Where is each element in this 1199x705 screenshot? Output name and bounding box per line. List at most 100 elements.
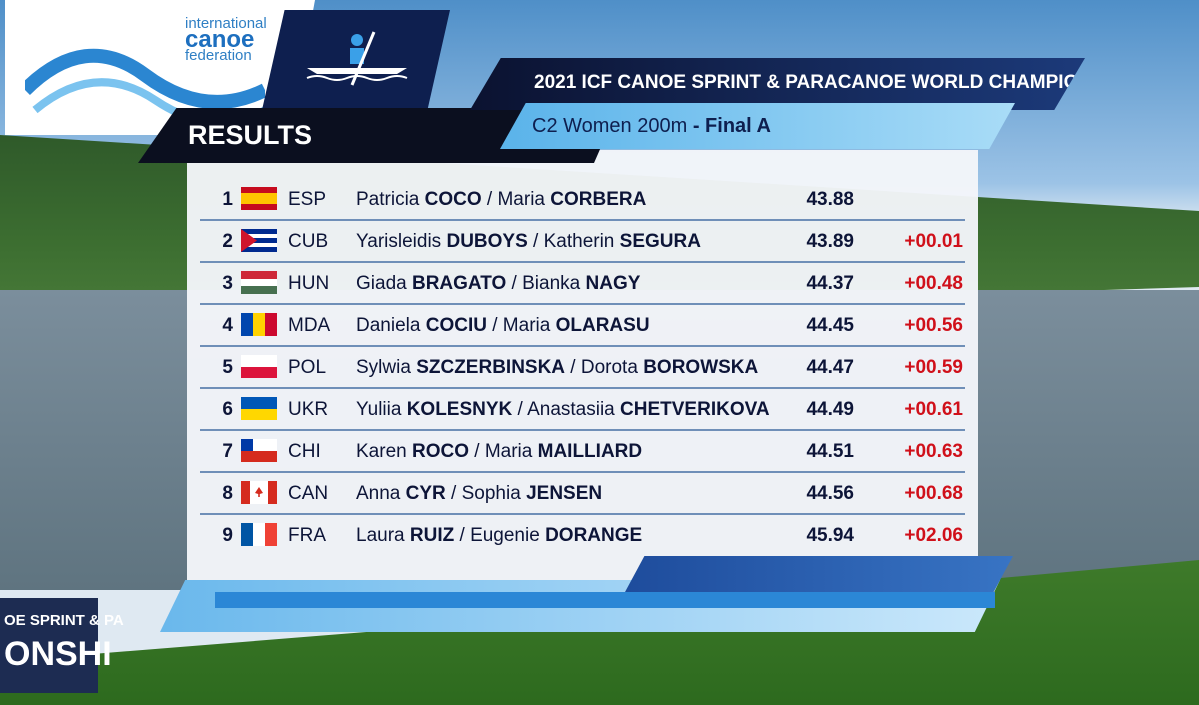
flag <box>241 355 277 378</box>
logo-text: federation <box>185 47 252 64</box>
time: 43.88 <box>806 189 854 210</box>
flag-stripe <box>241 313 253 336</box>
athlete: Anna CYR <box>356 483 462 504</box>
time: 44.49 <box>806 399 854 420</box>
decor-stripe <box>215 592 995 608</box>
time: 44.45 <box>806 315 854 336</box>
athlete: Dorota BOROWSKA <box>581 357 758 378</box>
flag-stripe <box>241 271 277 279</box>
gap: +00.01 <box>904 231 963 252</box>
athlete: Yuliia KOLESNYK <box>356 399 527 420</box>
nation-code: FRA <box>288 525 326 546</box>
athlete: Maria CORBERA <box>497 189 646 210</box>
race-name: C2 Women 200m <box>532 115 688 137</box>
flag-stripe <box>241 439 277 451</box>
row-separator <box>200 261 965 263</box>
first-name: Maria <box>502 315 551 336</box>
athlete: Bianka NAGY <box>522 273 640 294</box>
flag-stripe <box>253 313 265 336</box>
first-name: Maria <box>484 441 533 462</box>
flag <box>241 313 277 336</box>
first-name: Sylwia <box>356 357 411 378</box>
race-title: C2 Women 200m - Final A <box>500 103 1015 149</box>
flag-stripe <box>241 238 277 243</box>
flag <box>241 397 277 420</box>
time: 44.56 <box>806 483 854 504</box>
rank: 9 <box>222 525 233 546</box>
flag <box>241 523 277 546</box>
time: 44.47 <box>806 357 854 378</box>
crew-names: Karen ROCOMaria MAILLIARD <box>356 441 642 463</box>
flag-stripe <box>241 397 277 409</box>
athlete: Anastasiia CHETVERIKOVA <box>527 399 770 420</box>
first-name: Katherin <box>543 231 615 252</box>
time: 43.89 <box>806 231 854 252</box>
athlete: Giada BRAGATO <box>356 273 522 294</box>
first-name: Karen <box>356 441 407 462</box>
last-name: DORANGE <box>545 525 643 546</box>
flag-stripe <box>241 192 277 205</box>
flag-stripe <box>241 233 277 239</box>
first-name: Anastasiia <box>527 399 615 420</box>
row-separator <box>200 387 965 389</box>
flag-stripe <box>241 355 277 367</box>
banner-text: ONSHI <box>4 635 112 673</box>
crew-names: Yuliia KOLESNYKAnastasiia CHETVERIKOVA <box>356 399 770 421</box>
athlete: Maria MAILLIARD <box>485 441 642 462</box>
nation-code: MDA <box>288 315 331 336</box>
flag-stripe <box>268 481 277 504</box>
last-name: BOROWSKA <box>643 357 759 378</box>
decor-stripe <box>625 556 1013 592</box>
flag-stripe <box>241 481 250 504</box>
gap: +00.63 <box>904 441 963 462</box>
athlete: Maria OLARASU <box>503 315 650 336</box>
athlete: Karen ROCO <box>356 441 485 462</box>
crew-names: Sylwia SZCZERBINSKADorota BOROWSKA <box>356 357 758 379</box>
flag-stripe <box>265 523 277 546</box>
first-name: Giada <box>356 273 407 294</box>
rank: 8 <box>222 483 233 504</box>
canoe-icon-panel <box>262 10 450 110</box>
last-name: NAGY <box>585 273 641 294</box>
nation-code: UKR <box>288 399 329 420</box>
rank: 2 <box>222 231 233 252</box>
flag <box>241 187 277 210</box>
last-name: CYR <box>405 483 446 504</box>
flag-leaf <box>255 487 263 497</box>
gap: +00.48 <box>904 273 963 294</box>
athlete: Yarisleidis DUBOYS <box>356 231 544 252</box>
nation-code: ESP <box>288 189 327 210</box>
first-name: Anna <box>356 483 401 504</box>
athlete: Daniela COCIU <box>356 315 503 336</box>
flag-stripe <box>241 242 277 248</box>
nation-code: CHI <box>288 441 321 462</box>
last-name: CORBERA <box>550 189 647 210</box>
gap: +00.68 <box>904 483 963 504</box>
row-separator <box>200 219 965 221</box>
flag-stripe <box>241 204 277 210</box>
last-name: COCO <box>424 189 482 210</box>
logo-text: international <box>185 15 267 32</box>
crew-names: Daniela COCIUMaria OLARASU <box>356 315 650 337</box>
athlete: Eugenie DORANGE <box>470 525 642 546</box>
last-name: KOLESNYK <box>406 399 513 420</box>
athlete: Patricia COCO <box>356 189 497 210</box>
row-separator <box>200 345 965 347</box>
logo-text: canoe <box>185 26 255 53</box>
flag-stripe <box>253 523 265 546</box>
nation-code: HUN <box>288 273 330 294</box>
last-name: ROCO <box>411 441 469 462</box>
athlete: Katherin SEGURA <box>544 231 701 252</box>
rank: 3 <box>222 273 233 294</box>
last-name: SEGURA <box>619 231 701 252</box>
